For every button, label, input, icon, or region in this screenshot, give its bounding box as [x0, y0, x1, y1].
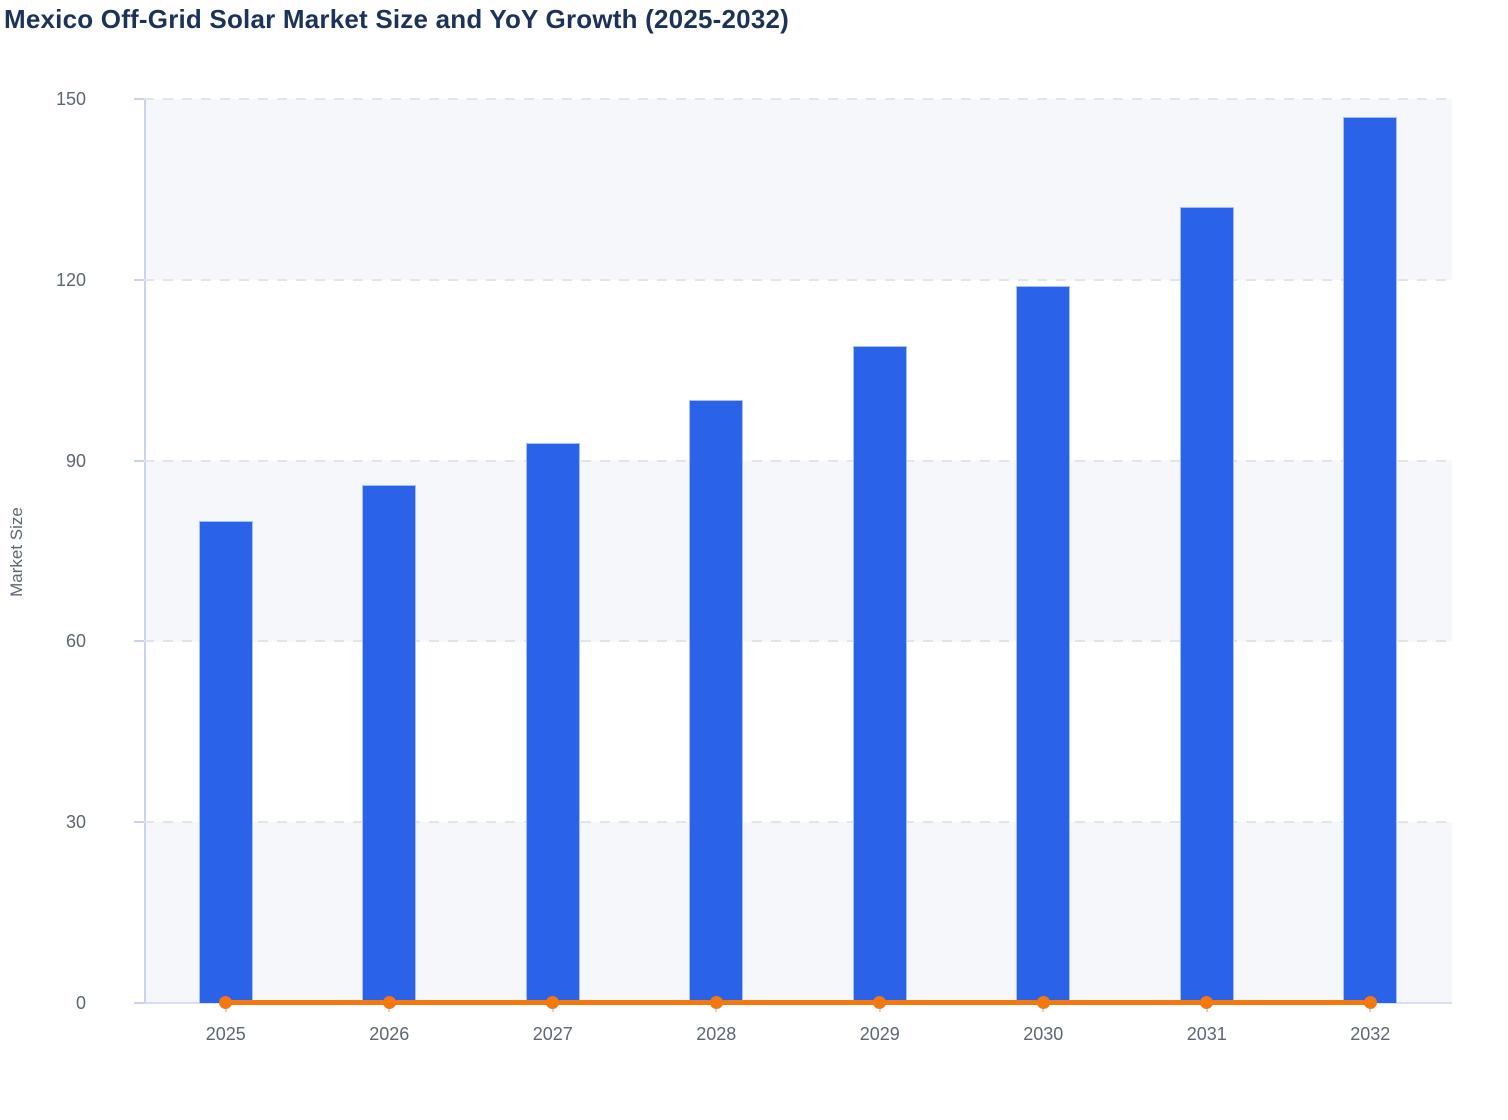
- y-tick-label-30: 30: [65, 812, 86, 833]
- plot-area: 0 30 60 90 120 150: [56, 89, 1452, 1013]
- x-tick-label-2030: 2030: [1023, 1024, 1064, 1044]
- y-tick-label-120: 120: [55, 269, 86, 290]
- gridline-30: [144, 821, 1452, 824]
- bar-2030[interactable]: [1016, 285, 1071, 1003]
- yoy-marker-2031[interactable]: [1200, 996, 1214, 1009]
- yoy-marker-2032[interactable]: [1363, 996, 1377, 1009]
- x-tick-label-2026: 2026: [369, 1024, 410, 1044]
- y-tick-mark: [134, 98, 144, 100]
- chart-title: Mexico Off-Grid Solar Market Size and Yo…: [4, 4, 790, 34]
- bar-2028[interactable]: [689, 400, 744, 1003]
- yoy-marker-2028[interactable]: [709, 996, 723, 1009]
- gridline-150: [144, 98, 1452, 100]
- gridline-120: [144, 278, 1452, 281]
- gridline-60: [144, 640, 1452, 643]
- yoy-marker-2027[interactable]: [546, 996, 560, 1009]
- yoy-marker-2029[interactable]: [873, 996, 887, 1009]
- bar-2029[interactable]: [852, 346, 907, 1003]
- x-tick-label-2025: 2025: [205, 1024, 246, 1044]
- x-tick-label-2027: 2027: [532, 1024, 573, 1044]
- y-tick-mark: [134, 640, 144, 643]
- bar-2027[interactable]: [525, 442, 580, 1003]
- y-axis-line: [144, 99, 146, 1003]
- y-tick-mark: [134, 278, 144, 281]
- gridline-90: [144, 459, 1452, 462]
- x-tick-label-2029: 2029: [859, 1024, 900, 1044]
- yoy-marker-2026[interactable]: [382, 996, 396, 1009]
- bar-2025[interactable]: [198, 520, 253, 1003]
- bar-2032[interactable]: [1343, 117, 1398, 1003]
- y-axis-title: Market Size: [7, 507, 26, 597]
- y-tick-mark: [134, 821, 144, 824]
- yoy-marker-2030[interactable]: [1036, 996, 1050, 1009]
- bar-2026[interactable]: [362, 484, 417, 1003]
- x-tick-label-2028: 2028: [696, 1024, 737, 1044]
- y-tick-mark: [134, 459, 144, 462]
- yoy-marker-2025[interactable]: [219, 996, 233, 1009]
- bar-2031[interactable]: [1179, 207, 1234, 1003]
- yoy-growth-line: [225, 1000, 1371, 1005]
- x-tick-label-2031: 2031: [1186, 1024, 1227, 1044]
- y-tick-label-0: 0: [75, 993, 86, 1013]
- y-tick-label-150: 150: [55, 89, 86, 109]
- x-tick-label-2032: 2032: [1350, 1024, 1391, 1044]
- y-tick-label-60: 60: [65, 631, 86, 652]
- y-tick-label-90: 90: [65, 450, 86, 471]
- y-tick-mark: [134, 1002, 144, 1004]
